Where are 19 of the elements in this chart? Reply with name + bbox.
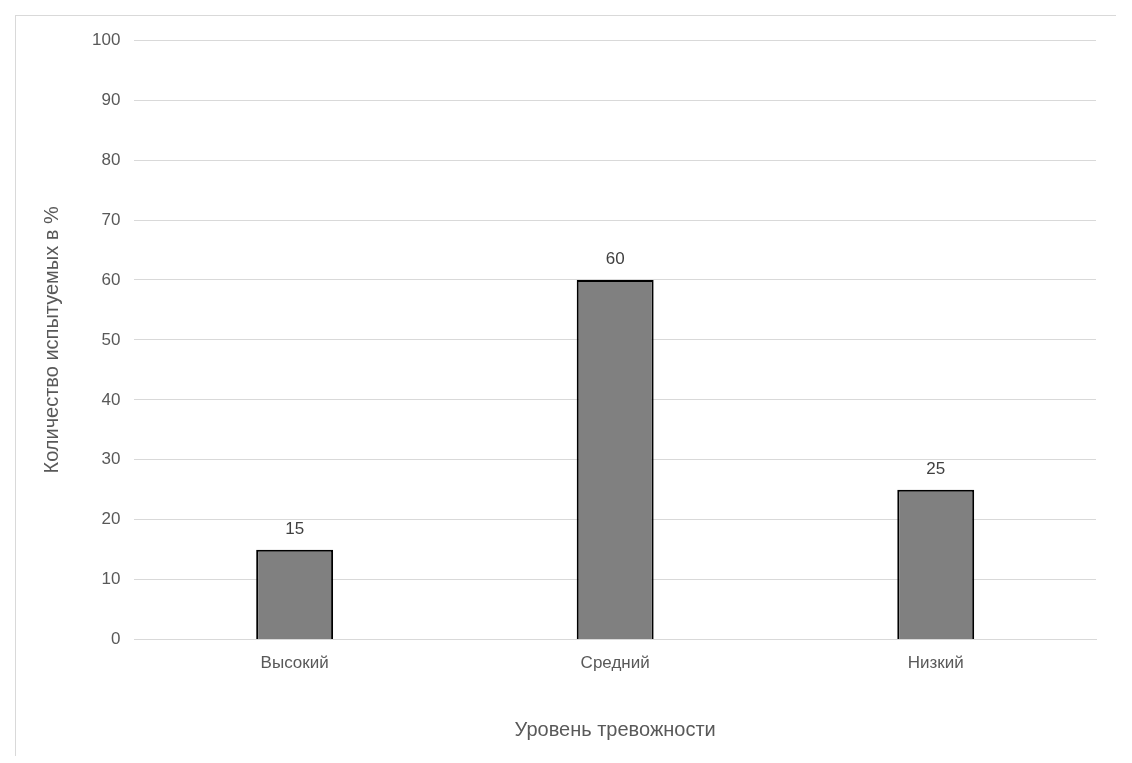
x-tick-label: Высокий <box>260 653 329 673</box>
y-tick-label: 0 <box>110 629 121 649</box>
y-tick-label: 100 <box>91 29 121 49</box>
data-label: 15 <box>285 518 305 538</box>
y-tick-label: 20 <box>101 509 121 529</box>
x-tick-label: Низкий <box>907 653 964 673</box>
y-tick-label: 10 <box>101 569 121 589</box>
y-tick-label: 80 <box>101 149 121 169</box>
y-tick-label: 40 <box>101 389 121 409</box>
y-tick-label: 50 <box>101 329 121 349</box>
data-label: 60 <box>605 249 625 269</box>
y-tick-label: 30 <box>101 449 121 469</box>
x-axis-title: Уровень тревожности <box>514 717 716 740</box>
y-tick-label: 90 <box>101 89 121 109</box>
data-label: 25 <box>926 458 946 478</box>
y-tick-label: 60 <box>101 269 121 289</box>
x-tick-label: Средний <box>580 653 650 673</box>
y-axis-title: Количество испытуемых в % <box>39 206 62 474</box>
y-tick-label: 70 <box>101 209 121 229</box>
